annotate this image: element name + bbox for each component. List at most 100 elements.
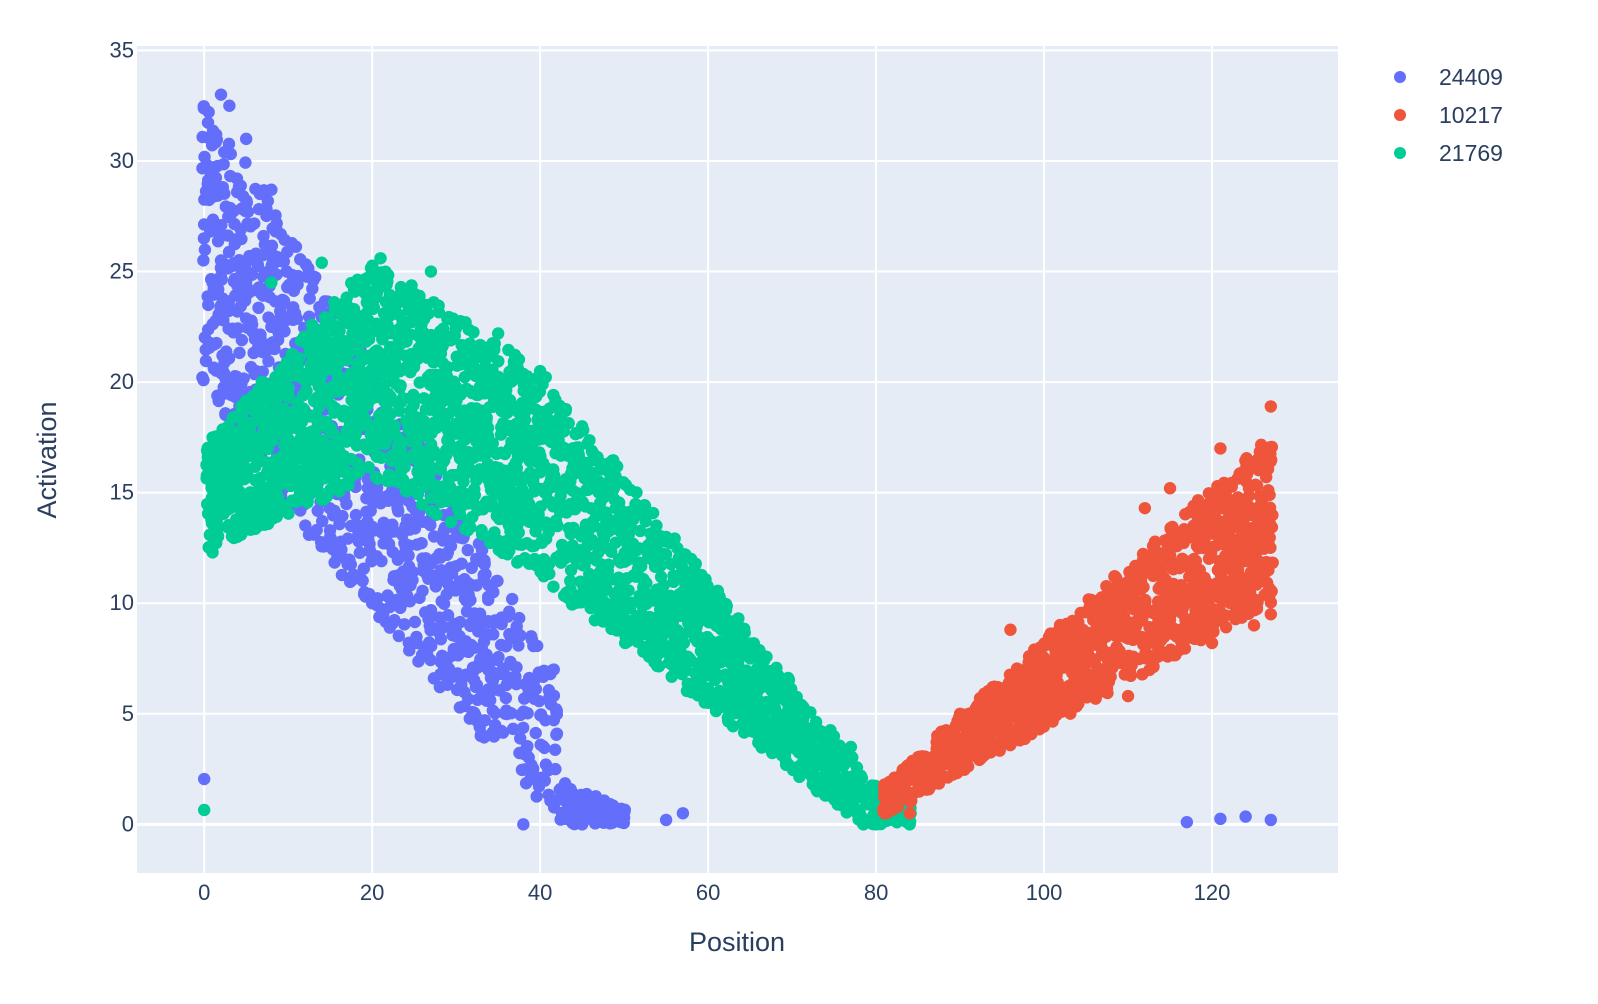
- series-24409-point: [659, 813, 673, 827]
- series-24409-point: [521, 707, 534, 720]
- series-10217-point: [978, 700, 992, 714]
- series-24409-point: [449, 630, 463, 643]
- series-21769-point: [533, 364, 547, 378]
- series-21769-point: [634, 524, 647, 538]
- series-24409-point: [349, 508, 363, 522]
- series-24409-point: [265, 239, 279, 252]
- series-24409-point: [224, 147, 237, 161]
- series-24409-point: [549, 762, 562, 776]
- series-10217-point: [1082, 626, 1095, 640]
- series-24409-point: [415, 536, 428, 550]
- series-24409-point: [392, 629, 406, 643]
- series-21769-point: [390, 297, 404, 311]
- series-24409-point: [423, 636, 436, 649]
- series-21769-point: [362, 460, 375, 474]
- series-21769-point: [415, 498, 429, 511]
- series-24409-point: [424, 604, 438, 617]
- series-24409-point: [502, 605, 516, 618]
- series-24409-point: [215, 218, 228, 232]
- series-24409-point: [234, 179, 247, 193]
- series-24409-point: [218, 187, 231, 200]
- series-21769-point: [444, 515, 458, 529]
- series-24409-point: [482, 694, 496, 708]
- series-21769-point: [292, 351, 306, 365]
- series-24409-point: [391, 501, 404, 515]
- series-24409-point: [434, 632, 448, 646]
- series-24409-point: [248, 217, 261, 230]
- series-21769-point: [492, 370, 505, 384]
- series-10217-point: [891, 800, 904, 814]
- series-10217-point: [1133, 614, 1146, 628]
- series-21769-point: [398, 460, 411, 474]
- series-21769-point: [448, 329, 461, 342]
- series-24409-point: [223, 99, 236, 112]
- series-21769-point: [503, 394, 517, 407]
- series-21769-point: [701, 579, 714, 593]
- series-21769-point: [441, 360, 454, 374]
- series-21769-point: [562, 417, 575, 430]
- series-24409-point: [531, 639, 544, 653]
- series-21769-point: [368, 436, 381, 449]
- series-21769-point: [650, 646, 663, 659]
- series-21769-point: [622, 584, 635, 597]
- series-21769-point: [516, 413, 530, 427]
- series-21769-point: [381, 268, 395, 282]
- series-24409-point: [209, 171, 223, 184]
- series-24409-point: [335, 543, 348, 556]
- series-21769-point: [701, 696, 715, 709]
- series-21769-point: [393, 381, 407, 394]
- series-24409-point: [210, 336, 223, 350]
- series-24409-point: [478, 558, 491, 571]
- series-24409-point: [270, 217, 283, 230]
- series-24409-point: [340, 497, 353, 511]
- series-21769-point: [424, 265, 438, 278]
- series-21769-point: [612, 496, 626, 509]
- series-24409-point: [500, 678, 513, 692]
- series-24409-point: [488, 707, 502, 720]
- series-21769-point: [583, 434, 596, 447]
- series-21769-point: [364, 372, 378, 385]
- series-21769-point: [282, 507, 295, 520]
- series-10217-point: [1101, 686, 1114, 700]
- series-24409-point: [408, 615, 422, 629]
- series-24409-point: [239, 132, 253, 146]
- series-24409-point: [461, 543, 474, 557]
- series-21769-point: [465, 355, 479, 368]
- series-24409-point: [1214, 812, 1227, 826]
- series-21769-point: [779, 755, 793, 768]
- series-21769-point: [559, 402, 573, 416]
- series-24409-point: [1239, 810, 1252, 823]
- series-21769-point: [488, 343, 501, 356]
- series-21769-point: [855, 772, 869, 785]
- series-21769-point: [564, 583, 577, 596]
- series-21769-point: [206, 546, 219, 559]
- series-10217-point: [1124, 669, 1137, 683]
- series-21769-point: [458, 487, 471, 500]
- series-21769-point: [366, 302, 379, 316]
- series-21769-point: [804, 706, 817, 719]
- series-24409-point: [323, 530, 337, 544]
- series-24409-point: [290, 312, 304, 325]
- series-21769-point: [738, 622, 751, 636]
- series-21769-point: [437, 322, 450, 335]
- series-24409-point: [462, 595, 475, 608]
- series-24409-point: [499, 691, 513, 705]
- series-24409-point: [403, 595, 417, 608]
- series-24409-point: [197, 772, 211, 786]
- series-24409-point: [491, 574, 504, 588]
- series-24409-point: [289, 240, 303, 253]
- series-21769-point: [206, 431, 219, 444]
- series-24409-point: [233, 346, 246, 360]
- series-21769-point: [610, 460, 624, 473]
- series-24409-point: [262, 354, 275, 368]
- series-24409-point: [510, 661, 523, 674]
- series-24409-point: [462, 692, 475, 706]
- series-21769-point: [721, 614, 735, 627]
- series-21769-point: [659, 530, 673, 544]
- series-24409-point: [513, 611, 526, 625]
- series-24409-point: [399, 541, 412, 555]
- series-10217-point: [961, 760, 975, 773]
- series-21769-point: [811, 784, 824, 798]
- series-21769-point: [608, 481, 621, 494]
- series-21769-point: [211, 529, 225, 542]
